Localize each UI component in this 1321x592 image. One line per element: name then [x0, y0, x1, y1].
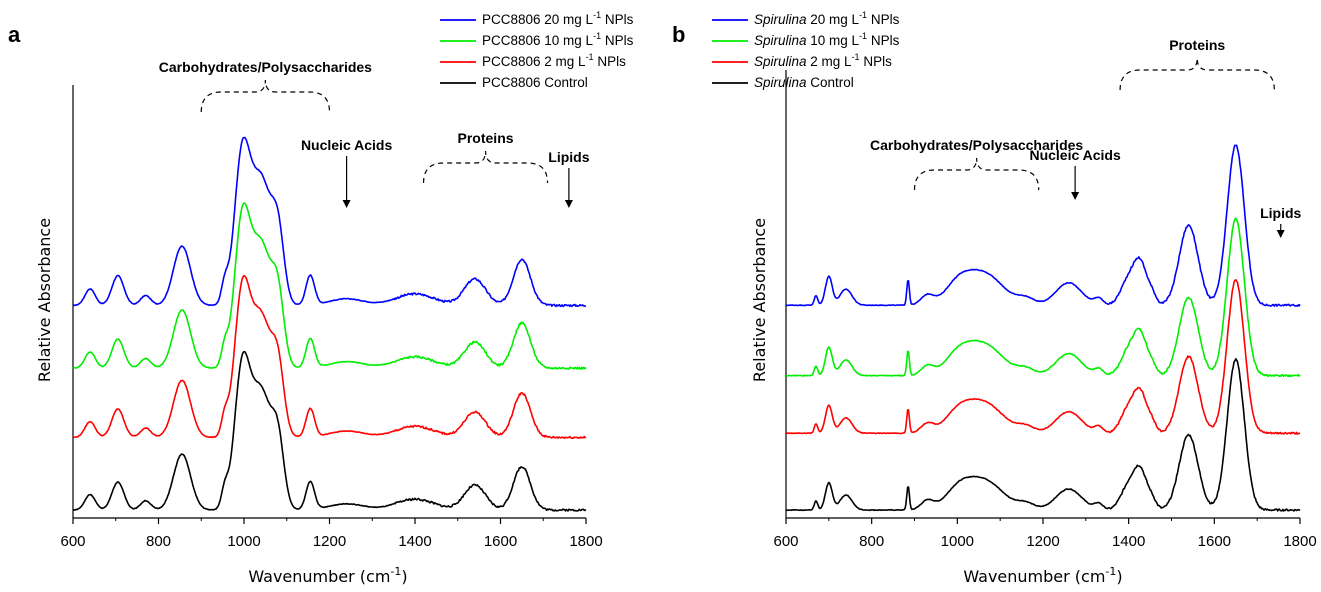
annotation-brace	[913, 157, 1040, 191]
y-axis-title: Relative Absorbance	[35, 218, 54, 382]
x-tick-label: 1800	[1283, 533, 1316, 550]
legend-label: PCC8806 10 mg L-1 NPls	[482, 31, 634, 48]
series-line	[72, 350, 587, 512]
annotation-label: Carbohydrates/Polysaccharides	[870, 137, 1083, 153]
annotation-arrowhead	[564, 200, 573, 208]
annotation-label: Lipids	[548, 149, 589, 165]
legend-label: PCC8806 Control	[482, 75, 588, 90]
chart-panel-b: b 600 800 1000 1200 1400 1600 1800 Wavenumber (c…	[672, 10, 1317, 586]
y-axis-title: Relative Absorbance	[750, 218, 769, 382]
legend-label: PCC8806 2 mg L-1 NPls	[482, 52, 626, 69]
annotation-arrowhead	[342, 200, 351, 208]
x-axis-title: Wavenumber (cm-1)	[248, 565, 407, 586]
x-tick-label: 1800	[569, 533, 602, 550]
annotation-brace	[422, 150, 549, 184]
x-tick-label: 1200	[313, 533, 346, 550]
x-tick-label: 800	[146, 533, 171, 550]
x-tick-label: 600	[60, 533, 85, 550]
series-line	[785, 358, 1301, 512]
x-tick-label: 1000	[941, 533, 974, 550]
x-tick-label: 1400	[1112, 533, 1145, 550]
annotation-label: Nucleic Acids	[1029, 147, 1121, 163]
annotation-label: Proteins	[1169, 37, 1225, 53]
annotation-brace	[1119, 57, 1275, 91]
panel-letter: a	[8, 22, 21, 47]
x-tick-label: 800	[859, 533, 884, 550]
annotation-arrowhead	[1071, 192, 1080, 200]
legend-label: Spirulina 2 mg L-1 NPls	[754, 52, 892, 69]
series-line	[72, 274, 587, 440]
annotation-label: Lipids	[1260, 205, 1301, 221]
x-tick-label: 600	[773, 533, 798, 550]
x-tick-label: 1600	[1198, 533, 1231, 550]
x-axis-title: Wavenumber (cm-1)	[963, 565, 1122, 586]
series-line	[786, 217, 1301, 378]
series-line	[785, 279, 1301, 435]
annotation-arrowhead	[1276, 230, 1285, 238]
legend-label: Spirulina 10 mg L-1 NPls	[754, 31, 900, 48]
x-tick-label: 1400	[398, 533, 431, 550]
annotation-label: Nucleic Acids	[301, 137, 393, 153]
series-line	[72, 202, 587, 370]
legend-label: Spirulina Control	[754, 75, 854, 90]
annotation-brace	[200, 79, 331, 113]
panel-letter: b	[672, 22, 685, 47]
series-line	[72, 136, 587, 308]
chart-panel-a: a 600 800 1000 1200 1400 1600 1800 Wavenumber (c…	[8, 10, 634, 586]
legend-label: Spirulina 20 mg L-1 NPls	[754, 10, 900, 27]
annotation-label: Proteins	[458, 130, 514, 146]
x-tick-label: 1600	[484, 533, 517, 550]
x-tick-label: 1200	[1026, 533, 1059, 550]
series-line	[785, 144, 1301, 307]
legend-label: PCC8806 20 mg L-1 NPls	[482, 10, 634, 27]
x-tick-label: 1000	[227, 533, 260, 550]
annotation-label: Carbohydrates/Polysaccharides	[159, 59, 372, 75]
